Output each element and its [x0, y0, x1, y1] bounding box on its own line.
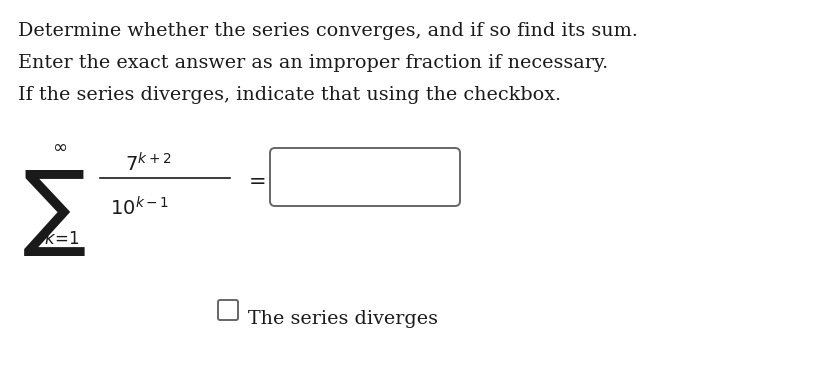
- Text: $\sum$: $\sum$: [22, 168, 86, 258]
- Text: $10^{k-1}$: $10^{k-1}$: [110, 196, 170, 219]
- Text: Enter the exact answer as an improper fraction if necessary.: Enter the exact answer as an improper fr…: [18, 54, 608, 72]
- Text: $\infty$: $\infty$: [52, 138, 67, 156]
- FancyBboxPatch shape: [270, 148, 460, 206]
- Text: Determine whether the series converges, and if so find its sum.: Determine whether the series converges, …: [18, 22, 638, 40]
- Text: The series diverges: The series diverges: [248, 310, 438, 328]
- Text: $7^{k+2}$: $7^{k+2}$: [125, 152, 171, 175]
- Text: $=$: $=$: [244, 170, 266, 189]
- Text: If the series diverges, indicate that using the checkbox.: If the series diverges, indicate that us…: [18, 86, 561, 104]
- Text: $k\!=\!1$: $k\!=\!1$: [44, 230, 80, 248]
- FancyBboxPatch shape: [218, 300, 238, 320]
